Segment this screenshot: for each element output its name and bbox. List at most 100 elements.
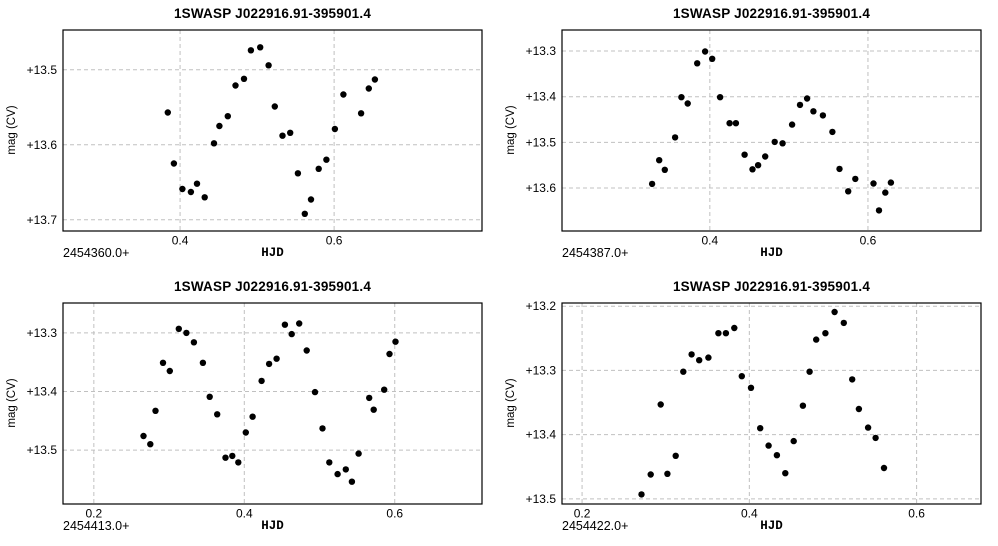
data-point [386, 350, 393, 358]
data-point [210, 140, 218, 147]
data-point [190, 339, 198, 346]
data-point [664, 470, 671, 477]
data-point [661, 166, 668, 173]
data-point [875, 207, 883, 214]
data-point [762, 153, 769, 160]
data-point [147, 441, 154, 448]
data-point [193, 180, 201, 187]
data-point [183, 329, 190, 337]
data-point [206, 393, 213, 400]
y-tick-label: +13.6 [526, 181, 557, 195]
data-point [657, 401, 664, 408]
data-point [701, 48, 709, 55]
x-tick-label: 0.6 [386, 507, 403, 521]
data-point [222, 454, 229, 461]
data-point [779, 140, 786, 147]
y-tick-label: +13.3 [526, 363, 557, 377]
plot-border [561, 29, 982, 232]
data-point [684, 100, 691, 107]
x-tick-label: 0.6 [908, 507, 925, 521]
scatter-plot: 0.4 0.6 +13.3 +13.4 +13.5 +13.6 [526, 29, 982, 248]
data-point [648, 180, 656, 188]
data-point [749, 166, 756, 173]
data-point [235, 459, 242, 466]
data-point [773, 452, 781, 459]
plot-border [561, 302, 982, 505]
data-point [688, 351, 695, 358]
data-point [870, 180, 877, 187]
data-point [709, 55, 716, 62]
data-point [242, 429, 249, 436]
data-point [232, 82, 239, 89]
data-point [271, 103, 278, 110]
data-point [819, 112, 827, 119]
data-point [656, 157, 663, 164]
data-point [852, 175, 859, 183]
data-point [887, 179, 895, 186]
data-point [680, 368, 687, 375]
data-point [164, 109, 171, 116]
data-point [716, 94, 724, 101]
y-tick-label: +13.7 [27, 213, 58, 227]
x-tick-label: 0.2 [574, 507, 591, 521]
data-point [732, 120, 740, 127]
data-point [771, 138, 778, 146]
data-point [741, 151, 748, 158]
data-point [247, 47, 255, 54]
data-point [370, 406, 377, 413]
data-point [754, 162, 762, 169]
data-point [880, 464, 888, 472]
y-tick-label: +13.5 [27, 63, 58, 77]
x-base-date-label: 2454360.0+ [63, 246, 130, 260]
data-point [726, 120, 733, 127]
x-axis-label: HJD [261, 519, 284, 533]
data-point [296, 320, 303, 327]
data-point [855, 405, 863, 413]
scatter-plot: 0.4 0.6 +13.5 +13.6 +13.7 [27, 29, 483, 248]
data-point [845, 188, 852, 195]
x-tick-label: 0.6 [860, 234, 877, 248]
x-tick-label: 0.4 [236, 507, 253, 521]
data-point [319, 425, 326, 432]
data-point [279, 132, 286, 139]
data-point [170, 160, 178, 167]
x-base-date-label: 2454413.0+ [63, 519, 130, 533]
chart-title: 1SWASP J022916.91-395901.4 [173, 279, 372, 294]
data-point [715, 330, 722, 337]
data-point [273, 355, 280, 362]
data-point [371, 76, 379, 83]
x-tick-label: 0.2 [85, 507, 102, 521]
data-point [366, 394, 373, 402]
data-point [288, 330, 295, 338]
data-point [803, 95, 811, 102]
data-point [829, 128, 836, 136]
data-point [678, 94, 685, 101]
data-point [311, 388, 319, 396]
data-point [342, 466, 349, 473]
y-tick-label: +13.5 [27, 443, 58, 457]
data-point [788, 121, 796, 128]
data-point [872, 434, 879, 442]
data-point [187, 188, 195, 196]
data-point [340, 91, 347, 98]
data-point [224, 113, 231, 120]
data-point [334, 470, 341, 478]
data-point [303, 347, 310, 354]
data-point [249, 413, 256, 420]
data-point [323, 156, 330, 163]
data-point [315, 165, 322, 172]
data-point [258, 377, 265, 385]
chart-panel-1: 1SWASP J022916.91-395901.4 mag (CV) 0.4 0… [0, 0, 499, 273]
y-tick-label: +13.4 [27, 384, 58, 398]
x-axis-label: HJD [760, 519, 783, 533]
data-point [705, 354, 712, 361]
data-point [722, 330, 730, 337]
data-point [294, 170, 302, 177]
x-tick-label: 0.6 [326, 234, 343, 248]
data-point [882, 189, 889, 196]
y-tick-label: +13.2 [526, 299, 557, 313]
data-point [694, 60, 701, 67]
data-point [822, 330, 829, 337]
x-tick-label: 0.4 [741, 507, 758, 521]
